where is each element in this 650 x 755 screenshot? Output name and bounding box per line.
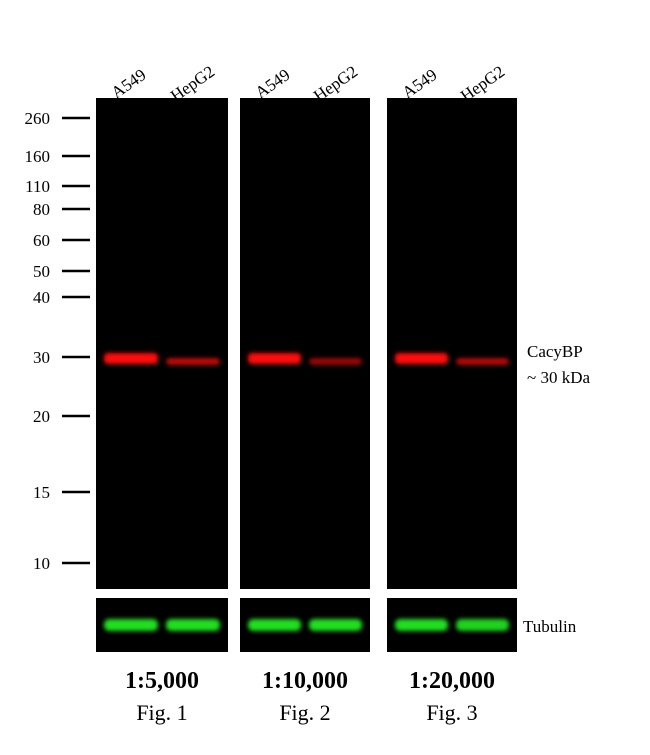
green-band (456, 619, 509, 631)
green-band (166, 619, 220, 631)
marker-label: 20 (33, 407, 50, 426)
red-band (395, 353, 448, 364)
green-band (248, 619, 301, 631)
band-label: CacyBP (527, 342, 583, 361)
blot-panel (387, 98, 517, 589)
loading-control-label: Tubulin (523, 617, 577, 636)
marker-label: 10 (33, 554, 50, 573)
green-band (309, 619, 362, 631)
green-band (395, 619, 448, 631)
blot-panel (96, 98, 228, 589)
marker-label: 160 (25, 147, 51, 166)
marker-label: 80 (33, 200, 50, 219)
red-band (456, 358, 509, 365)
lane-label: A549 (252, 65, 294, 102)
band-size: ~ 30 kDa (527, 368, 590, 387)
marker-label: 60 (33, 231, 50, 250)
red-band (309, 358, 362, 365)
dilution-label: 1:20,000 (409, 668, 495, 694)
marker-label: 50 (33, 262, 50, 281)
green-band (104, 619, 158, 631)
dilution-label: 1:10,000 (262, 668, 348, 694)
figure-label: Fig. 2 (279, 700, 330, 725)
lane-label: A549 (399, 65, 441, 102)
blot-panel (240, 98, 370, 589)
red-band (166, 358, 220, 365)
marker-label: 15 (33, 483, 50, 502)
red-band (104, 353, 158, 364)
marker-label: 40 (33, 288, 50, 307)
red-band (248, 353, 301, 364)
lane-label: A549 (108, 65, 150, 102)
figure-label: Fig. 3 (426, 700, 477, 725)
marker-label: 260 (25, 109, 51, 128)
marker-label: 30 (33, 348, 50, 367)
dilution-label: 1:5,000 (125, 668, 199, 694)
figure-label: Fig. 1 (136, 700, 187, 725)
marker-label: 110 (25, 177, 50, 196)
